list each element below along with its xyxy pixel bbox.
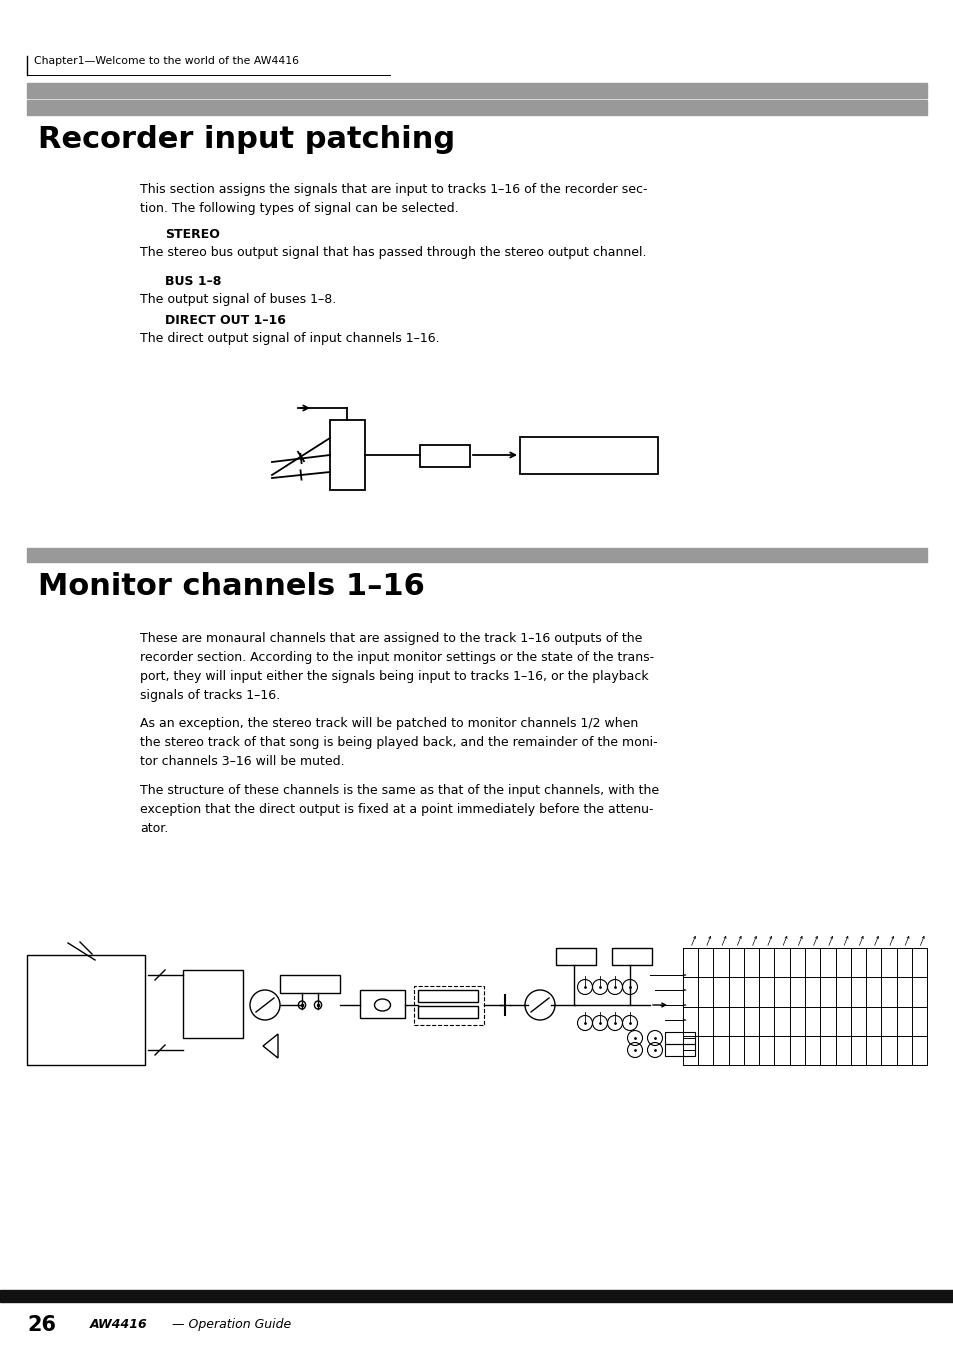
Text: BUS 1–8: BUS 1–8 (165, 276, 221, 288)
Text: The direct output signal of input channels 1–16.: The direct output signal of input channe… (140, 332, 439, 345)
Bar (519, 436, 658, 474)
Bar (27, 82, 926, 99)
Bar (27, 955, 145, 1065)
Text: DIRECT OUT 1–16: DIRECT OUT 1–16 (165, 313, 286, 327)
Bar (359, 990, 405, 1019)
Bar (664, 1044, 695, 1056)
Text: STEREO: STEREO (165, 228, 219, 240)
Text: 26: 26 (27, 1315, 56, 1335)
Text: — Operation Guide: — Operation Guide (168, 1319, 291, 1331)
Text: Chapter1—Welcome to the world of the AW4416: Chapter1—Welcome to the world of the AW4… (34, 55, 298, 66)
Text: These are monaural channels that are assigned to the track 1–16 outputs of the
r: These are monaural channels that are ass… (140, 632, 654, 703)
Bar (556, 948, 596, 965)
Bar (414, 986, 483, 1025)
Bar (0, 1290, 953, 1302)
Text: As an exception, the stereo track will be patched to monitor channels 1/2 when
t: As an exception, the stereo track will b… (140, 717, 657, 767)
Bar (419, 444, 470, 467)
Text: AW4416: AW4416 (90, 1319, 148, 1331)
Bar (664, 1032, 695, 1044)
Bar (183, 970, 243, 1038)
Bar (280, 975, 339, 993)
Text: This section assigns the signals that are input to tracks 1–16 of the recorder s: This section assigns the signals that ar… (140, 182, 647, 215)
Bar (417, 990, 477, 1002)
Text: Monitor channels 1–16: Monitor channels 1–16 (38, 571, 424, 601)
Bar (330, 420, 365, 490)
Bar (417, 1006, 477, 1019)
Bar (27, 549, 926, 562)
Bar (612, 948, 651, 965)
Bar (27, 100, 926, 115)
Text: Recorder input patching: Recorder input patching (38, 126, 455, 154)
Text: The stereo bus output signal that has passed through the stereo output channel.: The stereo bus output signal that has pa… (140, 246, 646, 259)
Text: The structure of these channels is the same as that of the input channels, with : The structure of these channels is the s… (140, 784, 659, 835)
Text: The output signal of buses 1–8.: The output signal of buses 1–8. (140, 293, 335, 305)
